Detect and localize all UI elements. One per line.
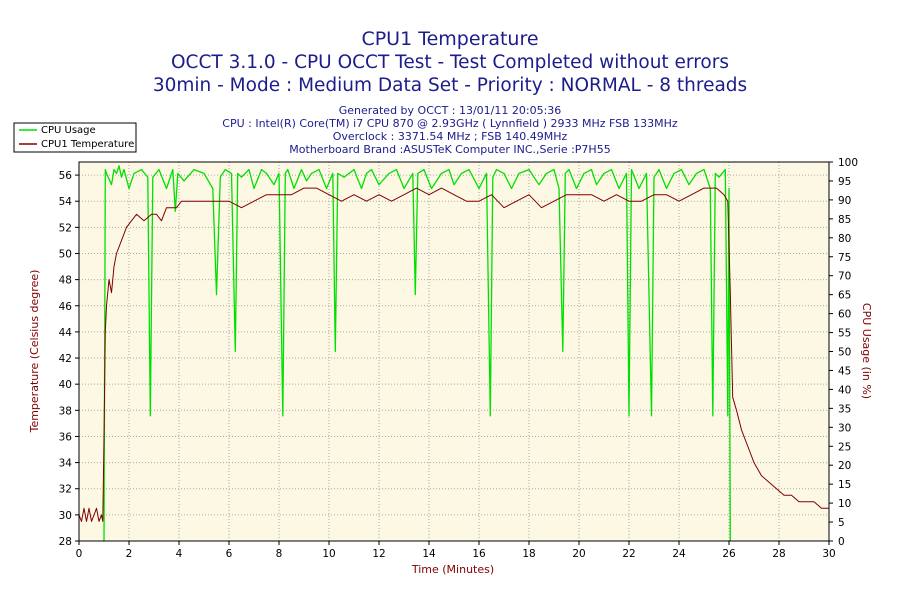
x-tick-label-4: 8 — [276, 548, 283, 560]
y-tick-label-1: 30 — [59, 510, 72, 522]
y2-tick-label-18: 90 — [838, 195, 851, 207]
x-tick-label-7: 14 — [422, 548, 436, 560]
y2-tick-label-7: 35 — [838, 403, 851, 415]
x-tick-label-10: 20 — [572, 548, 585, 560]
x-axis-label: Time (Minutes) — [411, 563, 494, 576]
y-tick-label-11: 50 — [59, 248, 72, 260]
legend-usage-label: CPU Usage — [41, 125, 96, 136]
y-tick-label-4: 36 — [59, 431, 73, 443]
y-tick-label-0: 28 — [59, 536, 72, 548]
y2-tick-label-15: 75 — [838, 252, 851, 264]
y-tick-label-13: 54 — [59, 196, 73, 208]
info-overclock: Overclock : 3371.54 MHz ; FSB 140.49MHz — [333, 130, 568, 143]
y-tick-label-9: 46 — [59, 301, 73, 313]
y-tick-label-6: 40 — [59, 379, 72, 391]
y2-axis-ticks: 0 5 10 15 20 25 30 35 40 45 50 55 60 65 70 75 80 85 90 95 10… — [829, 157, 858, 548]
y2-tick-label-12: 60 — [838, 309, 851, 321]
y2-tick-label-2: 10 — [838, 498, 851, 510]
x-tick-label-6: 12 — [372, 548, 385, 560]
y-tick-label-14: 56 — [59, 170, 73, 182]
chart-title: CPU1 Temperature — [361, 28, 538, 50]
y2-tick-label-17: 85 — [838, 214, 851, 226]
x-tick-label-11: 22 — [622, 548, 635, 560]
y2-tick-label-4: 20 — [838, 460, 851, 472]
y2-tick-label-8: 40 — [838, 384, 851, 396]
y2-tick-label-10: 50 — [838, 347, 851, 359]
y-tick-label-3: 34 — [59, 458, 73, 470]
y2-tick-label-0: 0 — [838, 536, 845, 548]
series-line-cpu-usage — [102, 165, 731, 542]
y-tick-label-10: 48 — [59, 275, 72, 287]
y2-tick-label-1: 5 — [838, 517, 845, 529]
y-tick-label-7: 42 — [59, 353, 72, 365]
x-tick-label-3: 6 — [226, 548, 233, 560]
info-motherboard: Motherboard Brand :ASUSTeK Computer INC.… — [289, 143, 610, 156]
y2-tick-label-16: 80 — [838, 233, 851, 245]
y-tick-label-8: 44 — [59, 327, 73, 339]
y-axis-label: Temperature (Celsius degree) — [28, 270, 41, 434]
y2-tick-label-11: 55 — [838, 328, 851, 340]
y2-tick-label-14: 70 — [838, 271, 851, 283]
y-tick-label-12: 52 — [59, 222, 72, 234]
y2-tick-label-19: 95 — [838, 176, 851, 188]
x-tick-label-1: 2 — [126, 548, 133, 560]
x-tick-label-8: 16 — [472, 548, 486, 560]
series-line-cpu-temperature — [78, 187, 829, 522]
legend-temp-label: CPU1 Temperature — [41, 139, 134, 150]
x-tick-label-13: 26 — [722, 548, 736, 560]
y2-axis-label: CPU Usage (in %) — [860, 303, 873, 399]
y2-tick-label-5: 25 — [838, 441, 851, 453]
info-generated: Generated by OCCT : 13/01/11 20:05:36 — [339, 104, 562, 117]
x-tick-label-15: 30 — [822, 548, 835, 560]
plot-area — [79, 162, 829, 541]
x-tick-label-0: 0 — [76, 548, 83, 560]
y2-tick-label-3: 15 — [838, 479, 851, 491]
y2-tick-label-20: 100 — [838, 157, 858, 169]
y2-tick-label-9: 45 — [838, 365, 851, 377]
y-axis-ticks: 28 30 32 34 36 38 40 42 44 46 48 50 52 54 56 — [59, 170, 79, 548]
y-tick-label-5: 38 — [59, 405, 72, 417]
series-cpu-usage — [102, 165, 731, 542]
legend: CPU Usage CPU1 Temperature — [13, 122, 137, 153]
y2-tick-label-13: 65 — [838, 290, 851, 302]
series-cpu-temperature — [78, 187, 829, 522]
x-tick-label-9: 18 — [522, 548, 535, 560]
x-tick-label-5: 10 — [322, 548, 335, 560]
info-cpu: CPU : Intel(R) Core(TM) i7 CPU 870 @ 2.9… — [222, 117, 678, 130]
x-axis-ticks: 0 2 4 6 8 10 12 14 16 18 20 22 24 26 28 30 — [76, 541, 836, 560]
chart-subtitle-mode: 30min - Mode : Medium Data Set - Priorit… — [153, 75, 747, 96]
chart-subtitle-test: OCCT 3.1.0 - CPU OCCT Test - Test Comple… — [171, 52, 729, 73]
x-tick-label-2: 4 — [176, 548, 183, 560]
x-tick-label-12: 24 — [672, 548, 686, 560]
y-tick-label-2: 32 — [59, 484, 72, 496]
y2-tick-label-6: 30 — [838, 422, 851, 434]
x-tick-label-14: 28 — [772, 548, 785, 560]
